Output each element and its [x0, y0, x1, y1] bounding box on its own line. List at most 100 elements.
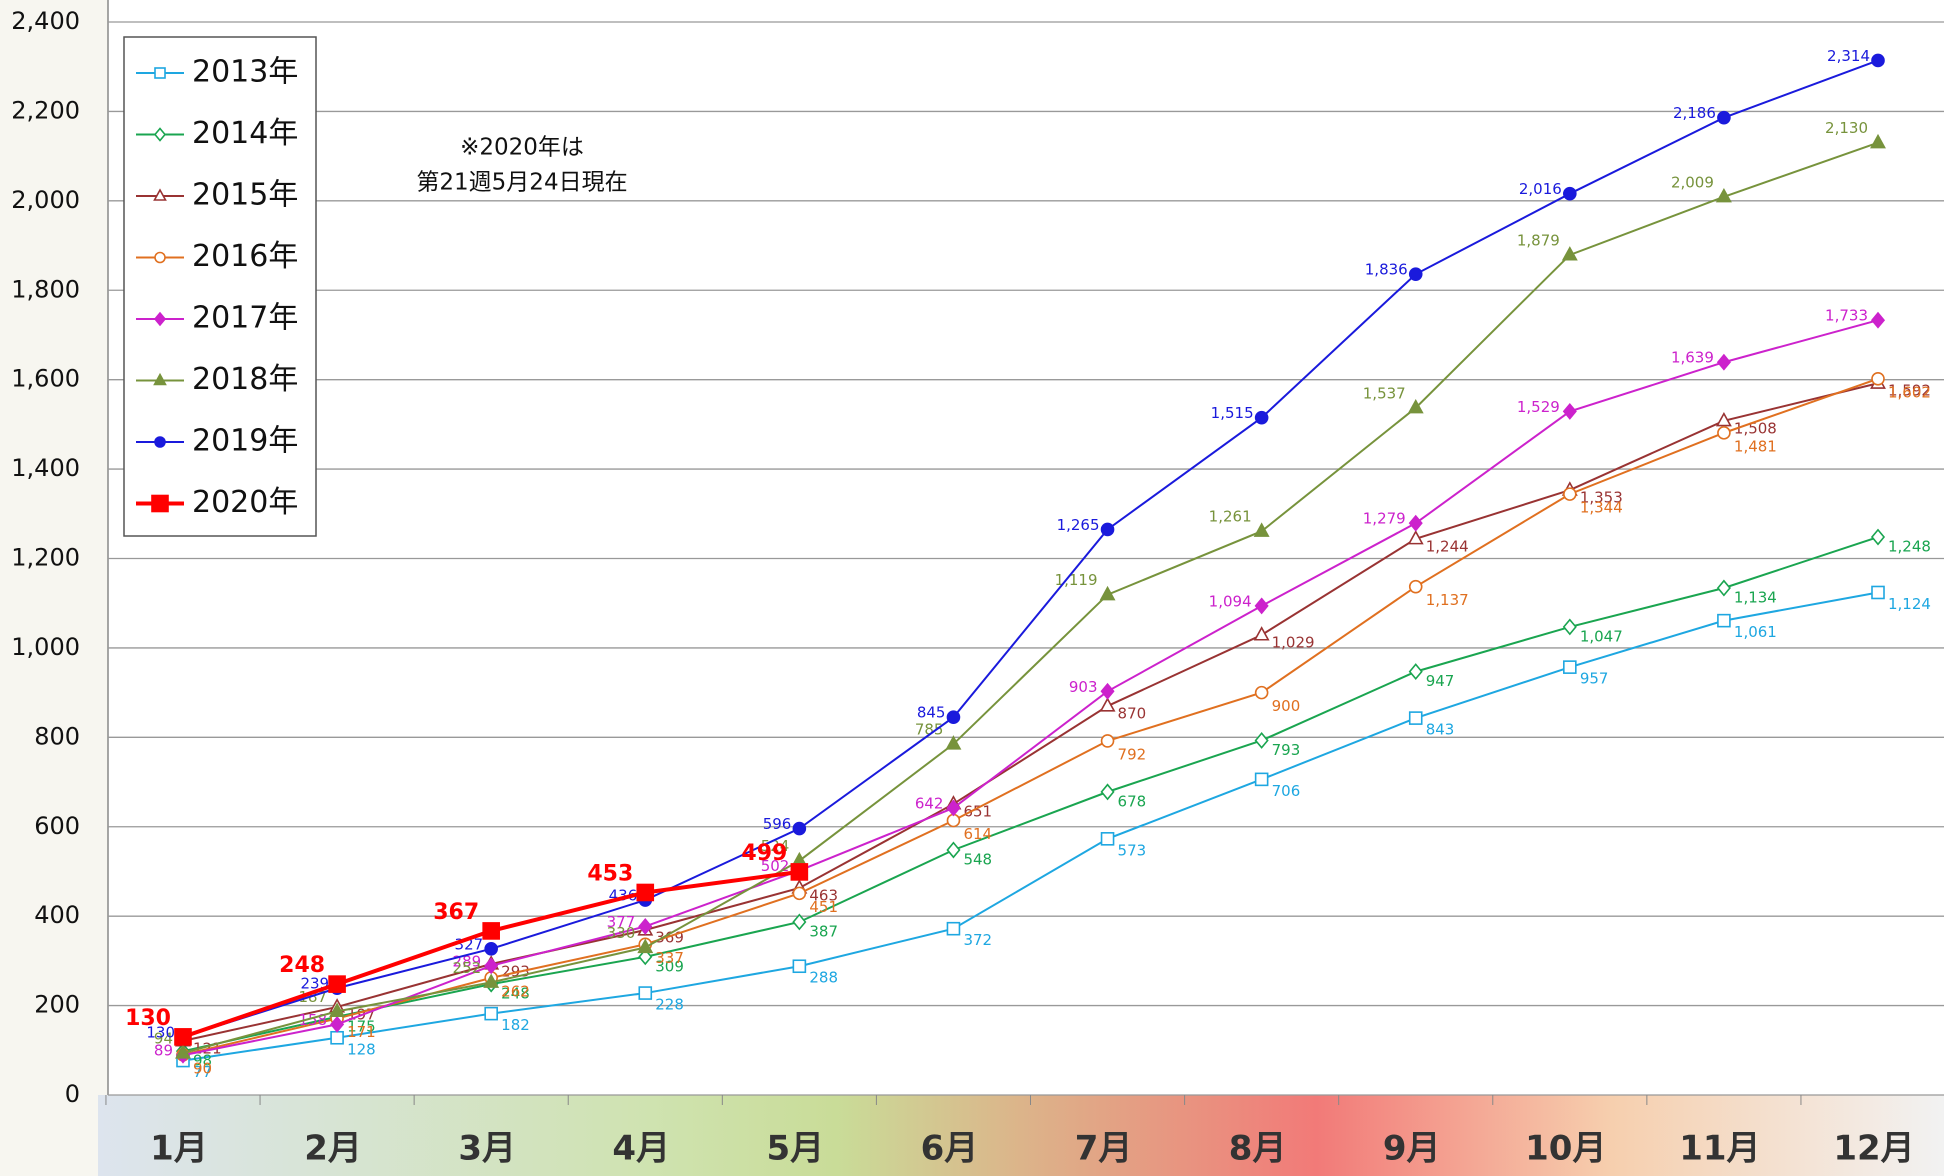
data-label: 785 — [915, 721, 944, 739]
data-label: 77 — [193, 1063, 212, 1081]
x-tick-label: 11月 — [1679, 1129, 1760, 1169]
marker — [636, 883, 655, 902]
data-label: 1,134 — [1734, 589, 1777, 607]
legend-label: 2019年 — [192, 424, 298, 459]
marker — [1717, 426, 1731, 440]
marker — [638, 986, 653, 1000]
series-line — [182, 536, 1879, 1053]
marker — [1254, 732, 1269, 749]
data-label: 252 — [453, 959, 482, 977]
data-label: 1,248 — [1888, 538, 1931, 556]
data-label: 262 — [501, 982, 530, 1000]
data-label: 499 — [741, 841, 787, 866]
marker — [1563, 660, 1577, 674]
marker — [484, 957, 499, 975]
data-label: 175 — [347, 1017, 376, 1035]
marker — [1871, 371, 1885, 386]
data-label: 1,529 — [1517, 398, 1560, 416]
marker — [1562, 618, 1577, 636]
marker — [946, 841, 961, 859]
series-line — [182, 382, 1879, 1042]
series-line — [182, 59, 1879, 1038]
marker — [637, 938, 654, 954]
data-label: 792 — [1118, 745, 1147, 763]
month-band — [98, 1095, 1944, 1176]
data-label: 1,344 — [1580, 499, 1623, 517]
marker — [483, 973, 500, 988]
data-label: 678 — [1118, 792, 1147, 810]
data-label: 128 — [347, 1040, 376, 1058]
series-line — [182, 377, 1879, 1056]
x-tick-label: 10月 — [1525, 1129, 1606, 1169]
data-label: 1,515 — [1211, 404, 1254, 422]
data-label: 1,061 — [1734, 623, 1777, 641]
marker — [1870, 528, 1886, 546]
marker — [1254, 685, 1269, 700]
data-label: 1,879 — [1517, 231, 1560, 249]
marker — [154, 251, 166, 264]
marker — [946, 799, 961, 817]
marker — [154, 67, 166, 79]
data-label: 845 — [917, 704, 946, 722]
data-label: 1,029 — [1272, 633, 1315, 651]
data-label: 2,130 — [1825, 119, 1868, 137]
legend-label: 2017年 — [192, 301, 298, 336]
marker — [153, 127, 167, 142]
y-tick-label: 800 — [34, 722, 80, 750]
marker — [1407, 529, 1424, 545]
legend-label: 2018年 — [192, 362, 298, 397]
marker — [153, 311, 167, 327]
data-label: 2,314 — [1827, 47, 1870, 65]
marker — [1871, 53, 1885, 68]
y-tick-label: 1,600 — [11, 365, 80, 393]
marker — [484, 942, 498, 956]
data-label: 706 — [1272, 782, 1301, 800]
marker — [328, 975, 346, 993]
data-label: 228 — [655, 996, 684, 1014]
data-label: 1,537 — [1363, 384, 1406, 402]
series-lines: 77 128 182 228 288 372 573 706 843 957 1,061 1,124 9… — [125, 47, 1931, 1081]
data-label: 377 — [607, 913, 636, 931]
marker — [153, 372, 167, 386]
marker — [1099, 585, 1116, 601]
data-label: 596 — [763, 815, 792, 833]
data-label: 903 — [1069, 678, 1098, 696]
x-tick-label: 12月 — [1833, 1129, 1914, 1169]
data-label: 187 — [298, 988, 327, 1006]
marker — [330, 1015, 345, 1033]
data-label: 870 — [1118, 705, 1147, 723]
data-label: 651 — [963, 802, 992, 820]
data-label: 89 — [154, 1042, 173, 1060]
data-label: 387 — [809, 922, 838, 940]
y-tick-label: 0 — [65, 1080, 80, 1108]
data-label: 1,733 — [1825, 307, 1868, 325]
data-label: 463 — [809, 887, 838, 905]
x-tick-label: 3月 — [458, 1129, 516, 1169]
marker — [154, 436, 166, 448]
data-label: 2,186 — [1673, 104, 1716, 122]
data-label: 1,265 — [1057, 516, 1100, 534]
marker — [1254, 410, 1269, 425]
data-label: 330 — [607, 924, 636, 942]
y-tick-label: 1,000 — [11, 633, 80, 661]
marker — [329, 1002, 346, 1017]
data-label: 1,279 — [1363, 510, 1406, 528]
data-label: 171 — [347, 1023, 376, 1041]
data-label: 957 — [1580, 670, 1609, 688]
data-label: 90 — [193, 1059, 212, 1077]
x-tick-label: 7月 — [1075, 1129, 1133, 1169]
data-label: 369 — [655, 929, 684, 947]
data-label: 1,244 — [1426, 537, 1469, 555]
marker — [1716, 353, 1731, 371]
marker — [946, 710, 961, 725]
marker — [174, 1028, 192, 1046]
marker — [792, 959, 807, 974]
data-label: 1,119 — [1055, 571, 1098, 589]
data-label: 451 — [809, 898, 838, 916]
x-tick-label: 4月 — [612, 1129, 670, 1169]
data-label: 98 — [193, 1052, 212, 1070]
data-label: 2,016 — [1519, 180, 1562, 198]
legend — [123, 36, 317, 537]
data-label: 1,639 — [1671, 349, 1714, 367]
